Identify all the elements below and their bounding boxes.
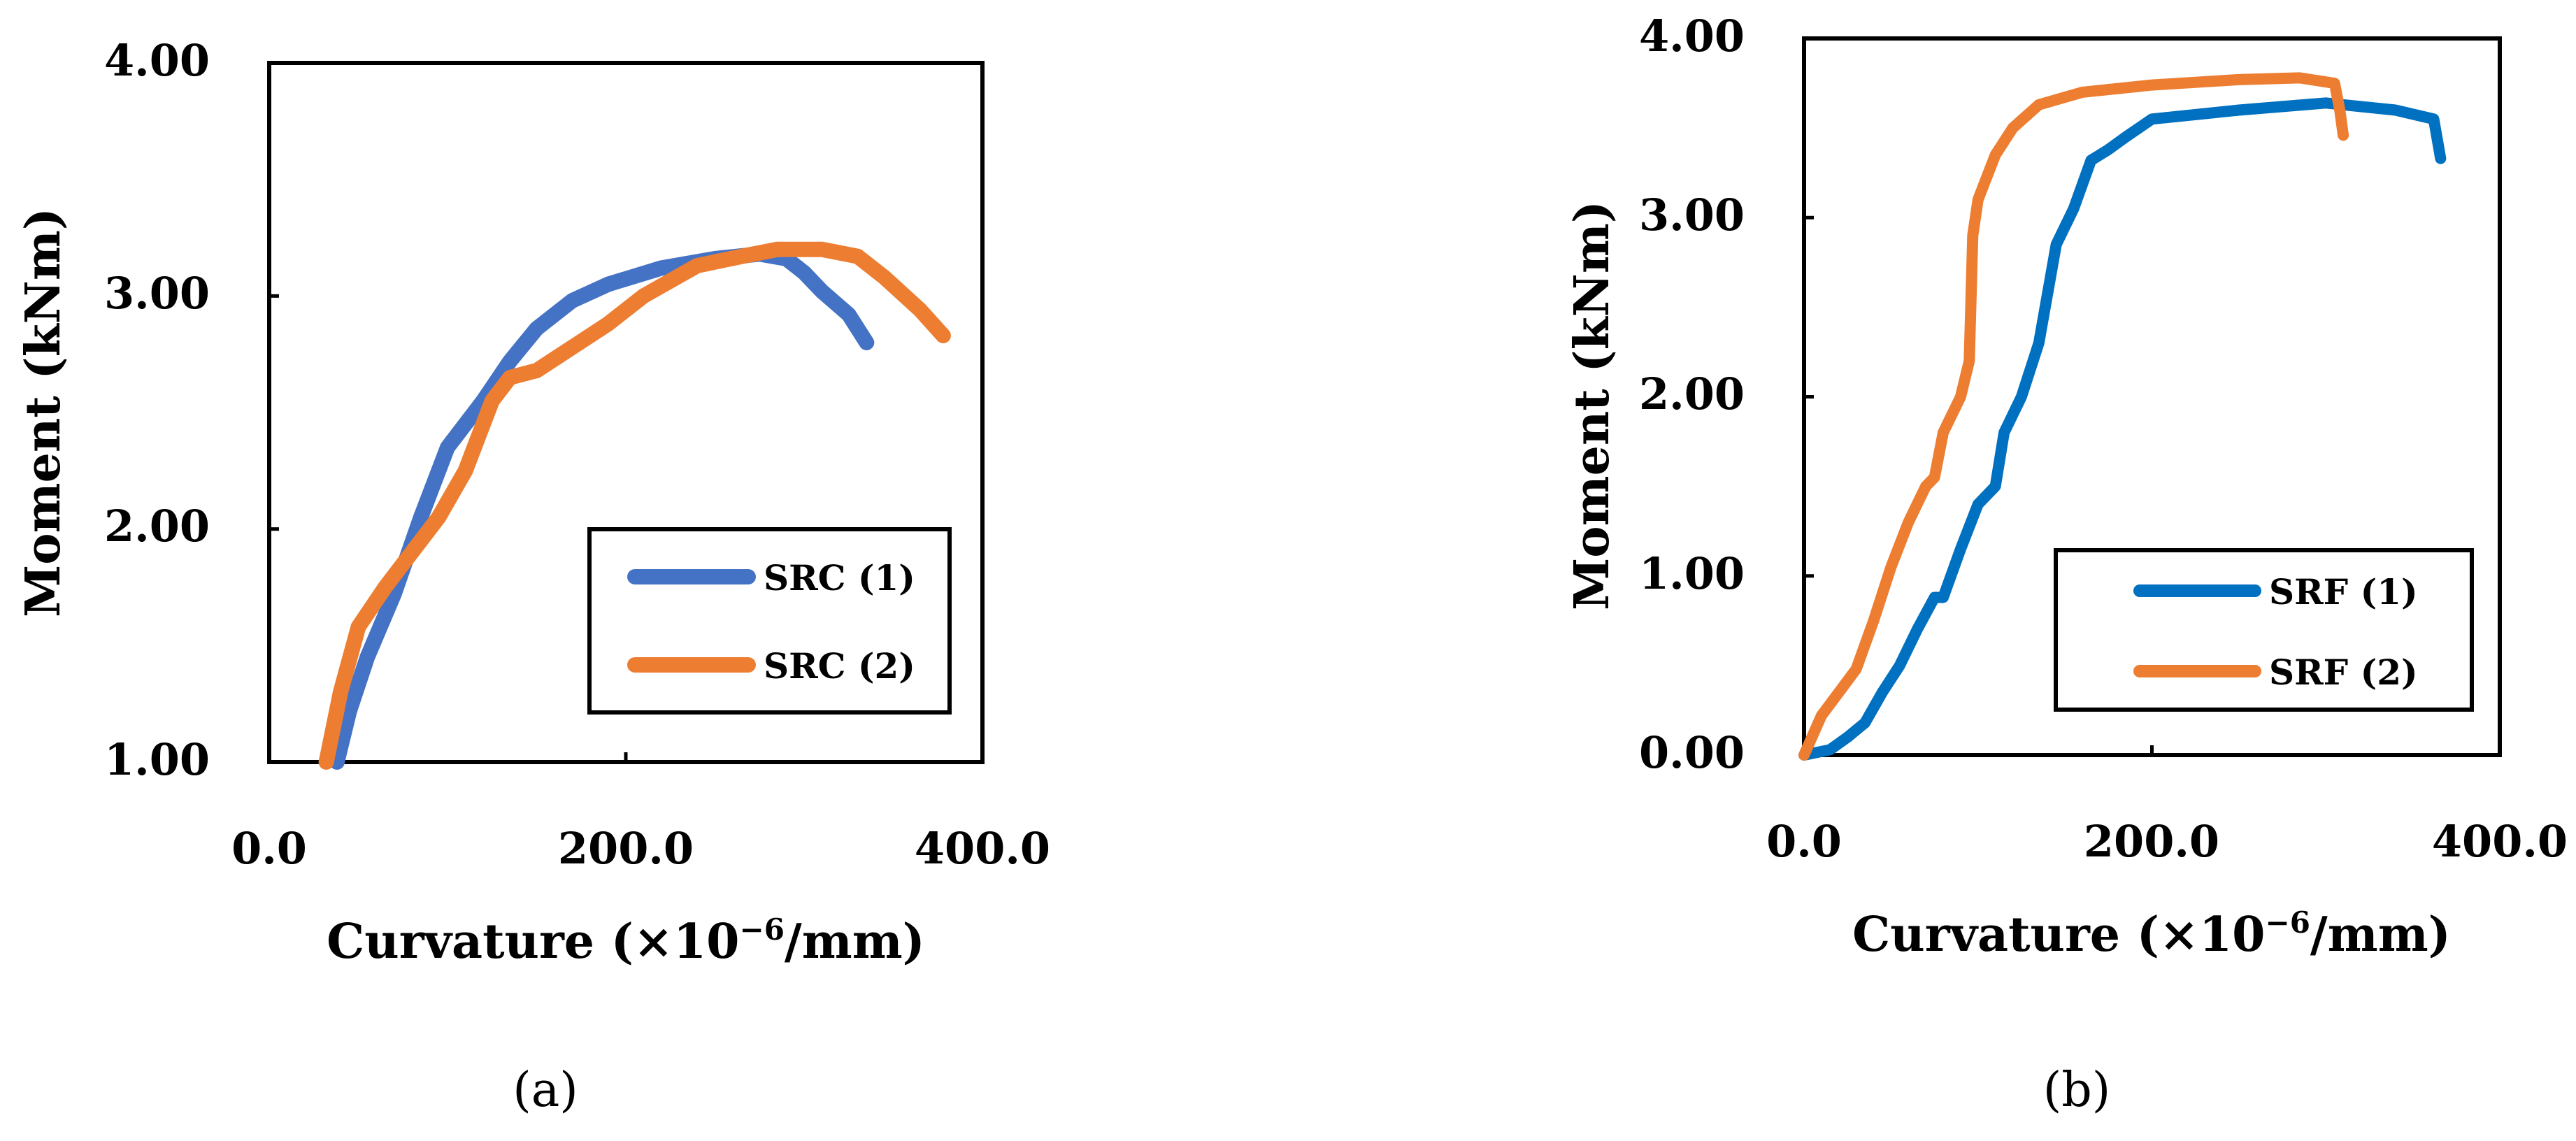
x-tick-label: 0.0 (231, 823, 307, 874)
legend-box-a (587, 527, 952, 715)
x-axis-title-tail: /mm) (2310, 907, 2451, 963)
panel-label-b: (b) (2043, 1063, 2111, 1118)
y-tick-label: 2.00 (104, 501, 210, 552)
y-tick-label: 1.00 (104, 734, 210, 785)
y-tick-label: 0.00 (1639, 727, 1745, 778)
y-tick-label: 4.00 (1639, 10, 1745, 62)
x-axis-title: Curvature (×10−6/mm) (1852, 905, 2451, 963)
x-tick-label: 400.0 (915, 823, 1050, 874)
x-axis-title-tail: /mm) (785, 914, 925, 970)
chart-panel-b: 4.00 3.00 2.00 1.00 0.00 0.0 200.0 400.0… (1564, 10, 2568, 1118)
chart-panel-a: 4.00 3.00 2.00 1.00 0.0 200.0 400.0 Mome… (15, 35, 1050, 1118)
series-line-srf-2 (1798, 72, 2349, 761)
y-tick-label: 1.00 (1639, 548, 1745, 599)
y-tick-label: 3.00 (1639, 189, 1745, 241)
x-axis-title: Curvature (×10−6/mm) (327, 912, 925, 970)
series-line-src-2 (318, 241, 951, 770)
panel-label-a: (a) (513, 1063, 578, 1118)
x-tick-label: 200.0 (2084, 816, 2219, 867)
x-axis-title-sup: −6 (2266, 905, 2310, 940)
series-layer-b (1798, 72, 2447, 761)
y-tick-label: 2.00 (1639, 368, 1745, 419)
legend-label-src-1: SRC (1) (764, 557, 915, 598)
y-axis-title: Moment (kNm) (15, 208, 71, 617)
series-line-src-1 (329, 246, 875, 770)
x-axis-ticks-a (267, 752, 985, 762)
x-tick-label: 0.0 (1766, 816, 1842, 867)
series-line-srf-1 (1798, 97, 2447, 761)
x-axis-title-sup: −6 (740, 912, 785, 947)
x-tick-label: 200.0 (558, 823, 694, 874)
legend-label-src-2: SRC (2) (764, 645, 915, 687)
y-tick-label: 4.00 (104, 35, 210, 86)
legend-box-b (2054, 548, 2474, 712)
x-tick-label: 400.0 (2432, 816, 2568, 867)
x-axis-title-main: Curvature (×10 (1852, 907, 2265, 963)
y-tick-label: 3.00 (104, 268, 210, 319)
legend-label-srf-1: SRF (1) (2269, 571, 2418, 612)
x-axis-title-main: Curvature (×10 (327, 914, 739, 970)
series-layer-a (318, 241, 951, 770)
y-axis-title: Moment (kNm) (1564, 201, 1620, 610)
legend-label-srf-2: SRF (2) (2269, 652, 2418, 693)
